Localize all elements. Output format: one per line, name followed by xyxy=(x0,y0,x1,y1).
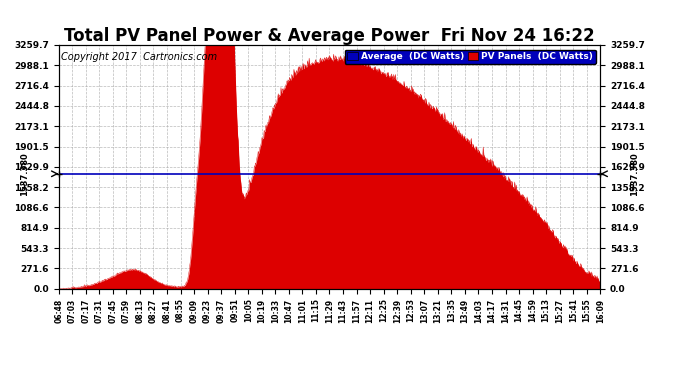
Text: Copyright 2017  Cartronics.com: Copyright 2017 Cartronics.com xyxy=(61,53,217,62)
Text: 1537.380: 1537.380 xyxy=(20,152,29,196)
Title: Total PV Panel Power & Average Power  Fri Nov 24 16:22: Total PV Panel Power & Average Power Fri… xyxy=(64,27,595,45)
Text: 1537.380: 1537.380 xyxy=(630,152,639,196)
Legend: Average  (DC Watts), PV Panels  (DC Watts): Average (DC Watts), PV Panels (DC Watts) xyxy=(344,50,595,64)
